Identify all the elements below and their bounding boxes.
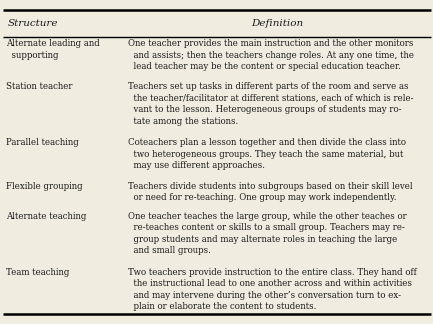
Text: Two teachers provide instruction to the entire class. They hand off
  the instru: Two teachers provide instruction to the … xyxy=(128,268,417,311)
Text: Alternate teaching: Alternate teaching xyxy=(6,212,86,221)
Text: Coteachers plan a lesson together and then divide the class into
  two heterogen: Coteachers plan a lesson together and th… xyxy=(128,138,406,170)
Text: One teacher provides the main instruction and the other monitors
  and assists; : One teacher provides the main instructio… xyxy=(128,39,414,71)
Text: One teacher teaches the large group, while the other teaches or
  re-teaches con: One teacher teaches the large group, whi… xyxy=(128,212,407,255)
Text: Definition: Definition xyxy=(251,18,303,28)
Text: Station teacher: Station teacher xyxy=(6,82,72,91)
Text: Parallel teaching: Parallel teaching xyxy=(6,138,78,147)
Text: Alternate leading and
  supporting: Alternate leading and supporting xyxy=(6,39,100,60)
Text: Teachers divide students into subgroups based on their skill level
  or need for: Teachers divide students into subgroups … xyxy=(128,181,412,202)
Text: Teachers set up tasks in different parts of the room and serve as
  the teacher/: Teachers set up tasks in different parts… xyxy=(128,82,413,126)
Text: Flexible grouping: Flexible grouping xyxy=(6,181,82,191)
Text: Team teaching: Team teaching xyxy=(6,268,69,277)
Text: Structure: Structure xyxy=(8,18,58,28)
